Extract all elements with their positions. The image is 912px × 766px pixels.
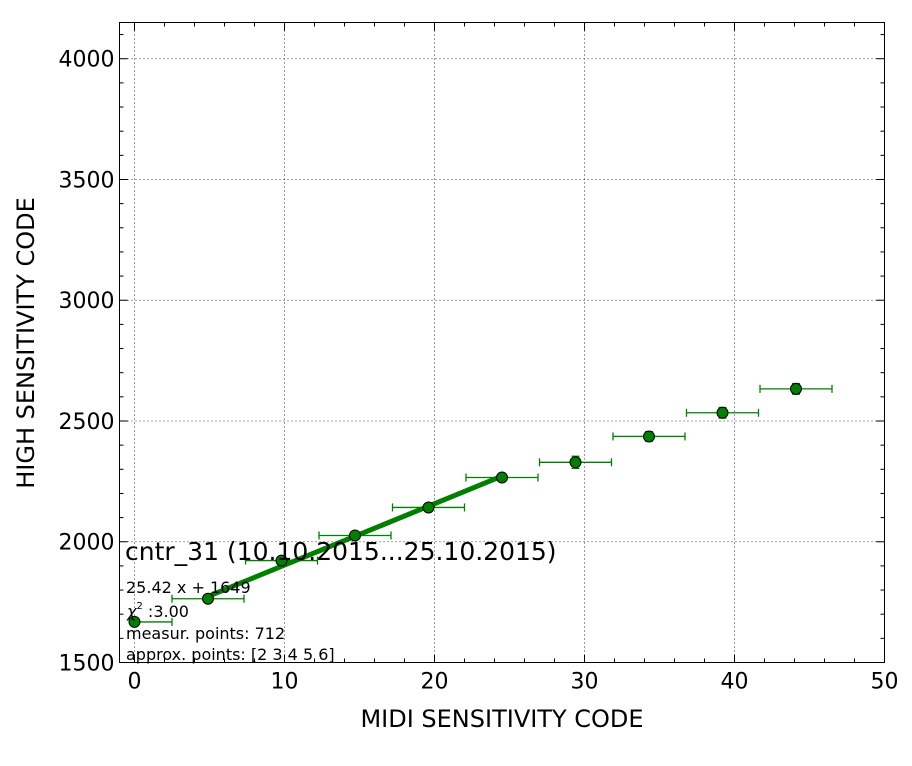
x-tick-labels: 0 10 20 30 40 50 [128,670,899,695]
axis-ticks [119,22,885,663]
y-tick-label: 3000 [59,289,115,314]
x-tick-label: 30 [571,670,599,695]
data-point [569,456,582,469]
chi-superscript: 2 [136,601,142,612]
x-tick-label: 20 [421,670,449,695]
data-point [716,406,729,419]
plot-frame [119,22,885,663]
chi-value: :3.00 [143,602,189,621]
chi-square-label: χ2 :3.00 [126,601,189,621]
y-tick-label: 1500 [59,652,115,677]
x-tick-label: 10 [271,670,299,695]
x-tick-label: 40 [721,670,749,695]
data-point [202,592,214,605]
fit-equation: 25.42 x + 1649 [126,578,251,597]
chi-symbol: χ [126,602,137,621]
approx-points-label: approx. points: [2 3 4 5 6] [126,645,335,664]
y-tick-label: 4000 [59,48,115,73]
grid-lines [119,22,885,663]
y-tick-label: 2500 [59,410,115,435]
measured-points-label: measur. points: 712 [126,624,285,643]
y-axis-title: HIGH SENSITIVITY CODE [12,197,40,489]
x-tick-label: 0 [128,670,142,695]
x-tick-label: 50 [871,670,899,695]
data-point [496,471,508,484]
data-point [643,430,655,443]
y-tick-label: 3500 [59,168,115,193]
data-point [790,382,802,395]
y-tick-label: 2000 [59,531,115,556]
x-axis-title: MIDI SENSITIVITY CODE [360,705,643,733]
data-point [422,501,435,514]
counter-label: cntr_31 (10.10.2015...25.10.2015) [125,537,557,566]
data-point [128,615,141,628]
y-tick-labels: 1500 2000 2500 3000 3500 4000 [59,48,115,677]
annotation-box: cntr_31 (10.10.2015...25.10.2015) 25.42 … [125,537,557,664]
data-point [275,554,288,567]
data-points [128,382,802,628]
data-point [349,529,361,542]
